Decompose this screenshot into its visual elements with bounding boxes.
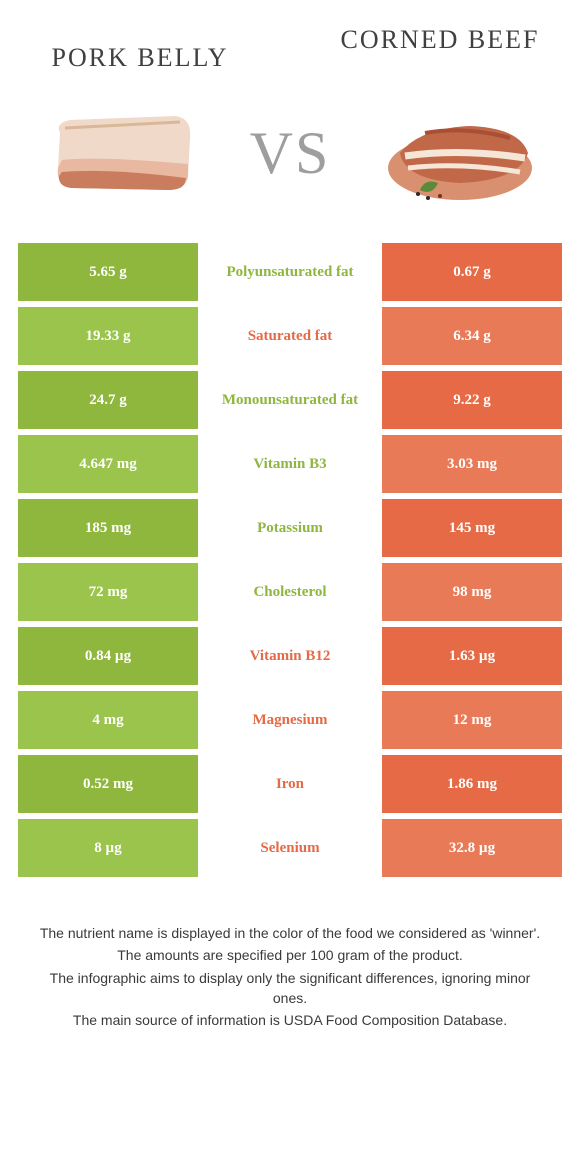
footnote-line: The infographic aims to display only the… (35, 968, 545, 1009)
nutrient-label: Monounsaturated fat (198, 371, 382, 429)
nutrient-row: 0.52 mgIron1.86 mg (18, 755, 562, 813)
nutrient-row: 8 µgSelenium32.8 µg (18, 819, 562, 877)
nutrient-row: 19.33 gSaturated fat6.34 g (18, 307, 562, 365)
value-left: 0.52 mg (18, 755, 198, 813)
nutrient-row: 0.84 µgVitamin B121.63 µg (18, 627, 562, 685)
value-left: 72 mg (18, 563, 198, 621)
nutrient-row: 5.65 gPolyunsaturated fat0.67 g (18, 243, 562, 301)
image-row: VS (0, 83, 580, 243)
nutrient-label: Cholesterol (198, 563, 382, 621)
pork-belly-image (40, 93, 210, 213)
value-right: 0.67 g (382, 243, 562, 301)
value-right: 1.63 µg (382, 627, 562, 685)
nutrient-label: Vitamin B3 (198, 435, 382, 493)
corned-beef-image (370, 93, 540, 213)
nutrient-label: Saturated fat (198, 307, 382, 365)
value-right: 12 mg (382, 691, 562, 749)
value-left: 4.647 mg (18, 435, 198, 493)
vs-label: VS (250, 119, 331, 188)
title-right: Corned beef (340, 25, 540, 55)
value-left: 0.84 µg (18, 627, 198, 685)
nutrient-row: 4 mgMagnesium12 mg (18, 691, 562, 749)
title-left: Pork belly (40, 43, 240, 73)
value-right: 145 mg (382, 499, 562, 557)
footnote-line: The amounts are specified per 100 gram o… (35, 945, 545, 965)
nutrient-label: Iron (198, 755, 382, 813)
value-right: 6.34 g (382, 307, 562, 365)
nutrient-label: Selenium (198, 819, 382, 877)
nutrient-row: 24.7 gMonounsaturated fat9.22 g (18, 371, 562, 429)
footnote-line: The nutrient name is displayed in the co… (35, 923, 545, 943)
value-left: 185 mg (18, 499, 198, 557)
footnote-line: The main source of information is USDA F… (35, 1010, 545, 1030)
value-right: 98 mg (382, 563, 562, 621)
value-left: 5.65 g (18, 243, 198, 301)
nutrient-row: 72 mgCholesterol98 mg (18, 563, 562, 621)
value-right: 3.03 mg (382, 435, 562, 493)
header-row: Pork belly Corned beef (0, 0, 580, 83)
comparison-table: 5.65 gPolyunsaturated fat0.67 g 19.33 gSa… (0, 243, 580, 877)
footnote-block: The nutrient name is displayed in the co… (0, 883, 580, 1030)
nutrient-label: Potassium (198, 499, 382, 557)
value-right: 32.8 µg (382, 819, 562, 877)
nutrient-row: 4.647 mgVitamin B33.03 mg (18, 435, 562, 493)
nutrient-label: Vitamin B12 (198, 627, 382, 685)
header-right: Corned beef (340, 25, 540, 55)
value-left: 8 µg (18, 819, 198, 877)
nutrient-label: Magnesium (198, 691, 382, 749)
value-right: 9.22 g (382, 371, 562, 429)
nutrient-label: Polyunsaturated fat (198, 243, 382, 301)
header-left: Pork belly (40, 25, 240, 73)
value-left: 19.33 g (18, 307, 198, 365)
nutrient-row: 185 mgPotassium145 mg (18, 499, 562, 557)
value-left: 4 mg (18, 691, 198, 749)
value-left: 24.7 g (18, 371, 198, 429)
value-right: 1.86 mg (382, 755, 562, 813)
